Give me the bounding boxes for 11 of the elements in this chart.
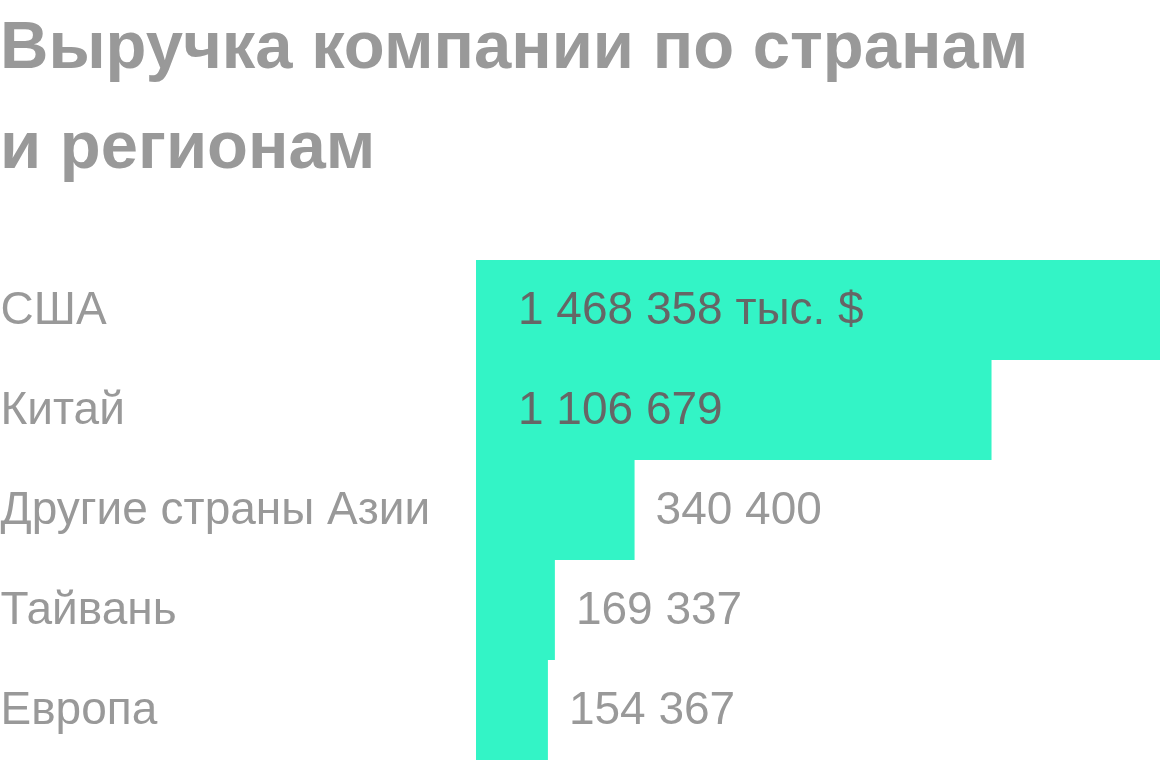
- y-tick-label: Китай: [0, 382, 125, 434]
- data-label: 340 400: [655, 482, 822, 534]
- chart-title: Выручка компании по странам и регионам: [0, 7, 1029, 182]
- y-tick-label: Тайвань: [0, 582, 177, 634]
- data-label: 1 106 679: [518, 382, 723, 434]
- data-label: 169 337: [575, 582, 743, 634]
- y-tick-label: США: [0, 282, 107, 334]
- y-tick-label: Европа: [0, 682, 158, 734]
- y-tick-label: Другие страны Азии: [0, 482, 431, 534]
- data-label: 154 367: [568, 682, 736, 734]
- data-label: 1 468 358 тыс. $: [518, 282, 864, 334]
